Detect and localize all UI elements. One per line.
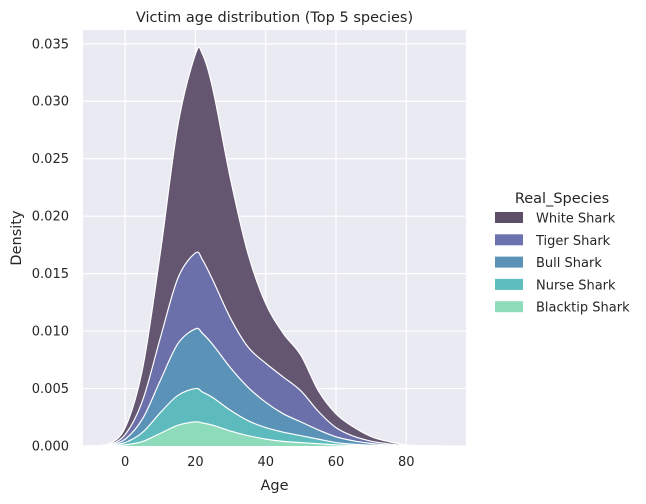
area-edge-blacktip-shark [90, 421, 442, 447]
y-tick-label: 0.025 [32, 152, 69, 167]
x-tick-label: 80 [398, 455, 415, 470]
legend-swatch-white-shark [495, 212, 523, 223]
legend-swatch-nurse-shark [495, 278, 523, 290]
legend-label-bull-shark: Bull Shark [536, 256, 602, 271]
x-tick-label: 60 [328, 455, 345, 470]
stacked-areas [89, 46, 442, 447]
x-tick-label: 0 [121, 455, 129, 470]
y-tick-label: 0.000 [32, 440, 69, 455]
legend-swatch-bull-shark [495, 256, 523, 268]
legend-label-nurse-shark: Nurse Shark [536, 278, 616, 293]
y-tick-label: 0.020 [32, 210, 69, 225]
legend-label-tiger-shark: Tiger Shark [535, 234, 611, 249]
y-tick-label: 0.005 [32, 382, 69, 397]
area-blacktip-shark [90, 421, 442, 446]
y-axis-label: Density [9, 210, 25, 266]
y-tick-label: 0.030 [32, 95, 69, 110]
y-tick-label: 0.015 [32, 267, 69, 282]
legend-title: Real_Species [515, 191, 609, 207]
y-tick-label: 0.010 [32, 325, 69, 340]
area-edge-bull-shark [90, 327, 442, 447]
x-tick-label: 40 [257, 455, 274, 470]
x-axis-ticks: 0 20 40 60 80 [121, 455, 415, 470]
x-tick-label: 20 [187, 455, 204, 470]
chart-title: Victim age distribution (Top 5 species) [136, 10, 413, 26]
y-tick-label: 0.035 [32, 37, 69, 52]
x-axis-label: Age [260, 478, 288, 494]
area-edge-tiger-shark [89, 251, 442, 447]
area-edge-white-shark [89, 46, 442, 447]
legend-label-blacktip-shark: Blacktip Shark [536, 301, 630, 316]
legend-items: White Shark Tiger Shark Bull Shark Nurse Sh… [495, 212, 630, 316]
y-axis-ticks: 0.000 0.005 0.010 0.015 0.020 0.025 0.030 0.035 [32, 37, 69, 454]
legend-label-white-shark: White Shark [536, 212, 616, 227]
legend-swatch-tiger-shark [495, 234, 523, 246]
legend: Real_Species White Shark Tiger Shark Bull … [495, 191, 630, 316]
legend-swatch-blacktip-shark [495, 301, 523, 313]
